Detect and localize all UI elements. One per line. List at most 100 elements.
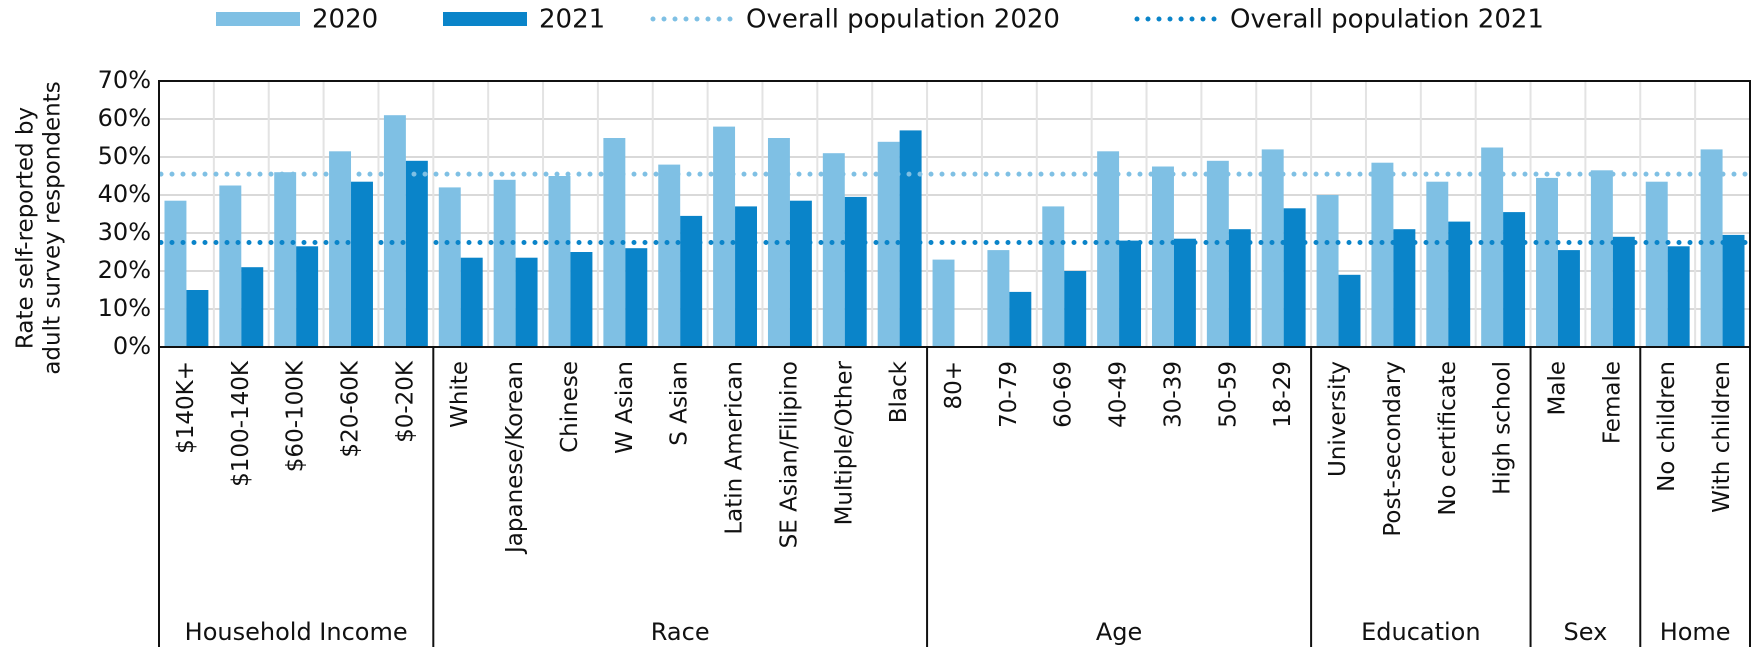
bar [625, 248, 648, 347]
y-tick-label: 70% [98, 66, 151, 94]
x-tick-label: 30-39 [1160, 361, 1186, 428]
bar [1283, 208, 1306, 347]
bar [548, 176, 571, 347]
bar [1700, 149, 1723, 347]
legend-swatch [216, 12, 300, 26]
x-tick-label: $0-20K [392, 360, 418, 443]
bar [1152, 166, 1174, 347]
group-label: Household Income [185, 618, 408, 646]
y-tick-label: 10% [98, 294, 151, 322]
bar [1064, 271, 1087, 347]
bar [1173, 238, 1196, 347]
y-tick-label: 20% [98, 256, 151, 284]
x-tick-label: No certificate [1435, 361, 1461, 516]
x-tick-label: With children [1709, 361, 1735, 513]
x-tick-label: Black [886, 360, 912, 423]
bar [1503, 212, 1526, 347]
x-tick-label: 18-29 [1270, 361, 1296, 428]
bar [460, 257, 483, 347]
x-tick-label: $140K+ [173, 361, 199, 454]
bar [822, 153, 845, 347]
bar [164, 200, 187, 347]
legend-label: Overall population 2021 [1230, 5, 1544, 35]
legend-swatch [443, 12, 527, 26]
bar [570, 252, 593, 347]
y-axis-label: Rate self-reported by [13, 107, 39, 349]
x-tick-label: SE Asian/Filipino [776, 361, 802, 548]
bar [1119, 240, 1142, 347]
x-tick-label: Latin American [722, 361, 748, 535]
group-label: Race [651, 618, 710, 646]
bar [1722, 234, 1745, 347]
x-tick-label: White [447, 361, 473, 428]
x-tick-label: University [1325, 361, 1351, 477]
bar [1426, 181, 1449, 347]
x-tick-label: Multiple/Other [831, 360, 857, 525]
bar [1228, 229, 1251, 347]
legend-label: Overall population 2020 [746, 5, 1060, 35]
y-tick-label: 0% [113, 332, 151, 360]
bar [438, 187, 461, 347]
x-tick-label: 40-49 [1106, 361, 1132, 428]
y-tick-label: 60% [98, 104, 151, 132]
y-tick-label: 40% [98, 180, 151, 208]
group-label: Age [1096, 618, 1142, 646]
bar [735, 206, 757, 347]
x-tick-label: 80+ [941, 361, 967, 410]
bar [351, 181, 373, 347]
bar [1645, 181, 1668, 347]
bar [1557, 250, 1580, 347]
group-label: Sex [1564, 618, 1608, 646]
bar [1667, 246, 1690, 347]
bar [1481, 147, 1504, 347]
bar [1009, 291, 1032, 347]
bar [932, 259, 955, 347]
x-tick-label: 60-69 [1051, 361, 1077, 428]
x-tick-label: S Asian [667, 361, 693, 446]
x-tick-label: 70-79 [996, 361, 1022, 428]
bar [1393, 229, 1416, 347]
bar [899, 130, 922, 347]
x-tick-label: $100-140K [228, 360, 254, 487]
x-tick-label: Female [1599, 361, 1625, 444]
x-tick-label: Japanese/Korean [502, 361, 528, 555]
bar [680, 215, 703, 347]
bar [383, 115, 406, 347]
y-axis-label: adult survey respondents [40, 81, 66, 374]
bar [1590, 170, 1613, 347]
bar [515, 257, 538, 347]
x-tick-label: High school [1490, 361, 1516, 495]
bar [296, 246, 319, 347]
bar [1536, 177, 1558, 347]
bar [493, 179, 516, 347]
bar [987, 250, 1010, 347]
group-label: Education [1361, 618, 1480, 646]
bar [186, 290, 209, 347]
legend-label: 2021 [539, 5, 605, 35]
bar [274, 172, 297, 347]
group-label: Home [1660, 618, 1731, 646]
x-tick-label: $20-60K [338, 360, 364, 457]
bar [1316, 195, 1339, 347]
bar [1371, 162, 1394, 347]
bar [658, 164, 681, 347]
x-tick-label: Post-secondary [1380, 361, 1406, 537]
bar [1338, 274, 1361, 347]
bar [219, 185, 242, 347]
bar [713, 126, 736, 347]
bar [789, 200, 812, 347]
bar [1042, 206, 1065, 347]
plot-frame [158, 80, 1751, 348]
bar [405, 160, 428, 347]
x-tick-label: 50-59 [1215, 361, 1241, 428]
bar [1612, 236, 1635, 347]
bar [877, 141, 900, 347]
x-tick-label: Chinese [557, 361, 583, 453]
bar [329, 151, 352, 347]
x-tick-label: $60-100K [283, 360, 309, 472]
y-tick-label: 30% [98, 218, 151, 246]
bar [241, 267, 264, 347]
bar [1261, 149, 1284, 347]
x-tick-label: No children [1654, 361, 1680, 492]
